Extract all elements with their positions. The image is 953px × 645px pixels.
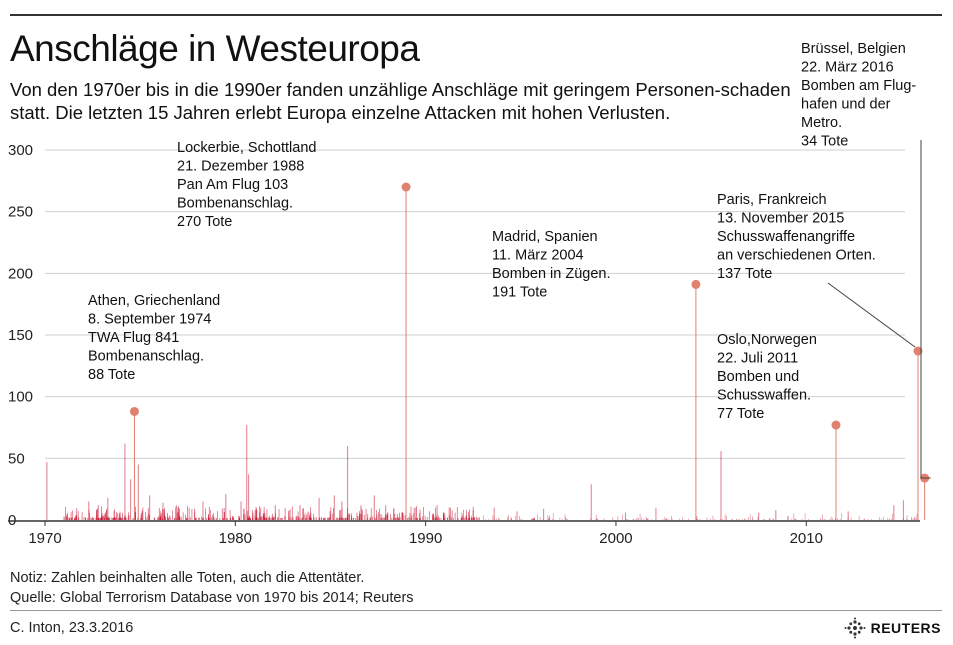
- paris-leader-line: [827, 282, 916, 348]
- x-tick-label: 1990: [409, 530, 442, 547]
- annotation-text: Oslo,Norwegen 22. Juli 2011 Bomben und Schu…: [717, 332, 817, 422]
- annotation-line: 13. November 2015: [717, 211, 844, 227]
- highlight-marker: [401, 182, 411, 192]
- annotation-line: Brüssel, Belgien: [801, 41, 906, 57]
- annotation-line: an verschiedenen Orten.: [717, 248, 876, 264]
- annotation-line: Schusswaffen.: [717, 388, 811, 404]
- annotation-text: Madrid, Spanien 11. März 2004 Bomben in Zü…: [492, 229, 611, 301]
- gridlines: [45, 149, 905, 459]
- annotation-line: Bombenanschlag.: [177, 196, 293, 212]
- footer-rule: [10, 610, 942, 611]
- x-tick-label: 1980: [219, 530, 252, 547]
- highlighted-attacks: [129, 182, 930, 520]
- x-axis: 05010015020025030019701980199020002010: [8, 142, 920, 547]
- chart-title: Anschläge in Westeuropa: [10, 28, 420, 69]
- reuters-wordmark: REUTERS: [870, 620, 941, 636]
- chart-canvas: 05010015020025030019701980199020002010 A…: [8, 41, 931, 547]
- annotations: Athen, Griechenland 8. September 1974 TWA …: [88, 41, 931, 479]
- annotation-line: Madrid, Spanien: [492, 229, 598, 245]
- y-tick-label: 100: [8, 389, 33, 406]
- annotation-line: Athen, Griechenland: [88, 293, 220, 309]
- annotation-line: Metro.: [801, 115, 842, 131]
- footer-notes: Notiz: Zahlen beinhalten alle Toten, auc…: [10, 568, 414, 608]
- top-rule: [10, 14, 942, 16]
- annotation-line: hafen und der: [801, 97, 891, 113]
- annotation-line: Schusswaffenangriffe: [717, 229, 855, 245]
- annotation-text: Lockerbie, Schottland 21. Dezember 1988 Pa…: [177, 140, 316, 230]
- annotation-line: Lockerbie, Schottland: [177, 140, 316, 156]
- annotation-line: Bomben am Flug-: [801, 78, 916, 94]
- highlight-marker: [831, 420, 841, 430]
- annotation-line: TWA Flug 841: [88, 330, 179, 346]
- annotation-line: 8. September 1974: [88, 312, 211, 328]
- y-tick-label: 150: [8, 327, 33, 344]
- annotation-line: 191 Tote: [492, 285, 547, 301]
- highlight-marker: [129, 406, 139, 416]
- y-tick-label: 50: [8, 450, 25, 467]
- y-tick-label: 250: [8, 204, 33, 221]
- chart-subtitle: Von den 1970er bis in die 1990er fanden …: [10, 79, 791, 123]
- annotation-line: 22. Juli 2011: [717, 351, 798, 367]
- y-tick-label: 200: [8, 265, 33, 282]
- bruessel-leader-line: [920, 140, 931, 479]
- annotation-text: Brüssel, Belgien 22. März 2016 Bomben am F…: [801, 41, 916, 150]
- highlight-marker: [691, 279, 701, 289]
- annotation-line: 11. März 2004: [492, 248, 584, 264]
- x-tick-label: 2010: [790, 530, 823, 547]
- annotation-line: Paris, Frankreich: [717, 192, 827, 208]
- annotation-line: 21. Dezember 1988: [177, 159, 304, 175]
- footer-note: Notiz: Zahlen beinhalten alle Toten, auc…: [10, 570, 365, 586]
- reuters-dots-icon: [844, 617, 866, 639]
- annotation-line: Pan Am Flug 103: [177, 177, 288, 193]
- annotation-line: Oslo,Norwegen: [717, 332, 817, 348]
- annotation-line: Bomben in Zügen.: [492, 266, 611, 282]
- baseline-fill: [63, 506, 919, 520]
- highlight-marker: [913, 346, 923, 356]
- annotation-line: 137 Tote: [717, 266, 772, 282]
- minor-attacks: [46, 425, 904, 520]
- reuters-logo: REUTERS: [844, 617, 941, 639]
- footer-source: Quelle: Global Terrorism Database von 19…: [10, 590, 414, 606]
- annotation-line: 22. März 2016: [801, 60, 894, 76]
- annotation-line: 270 Tote: [177, 214, 232, 230]
- x-tick-label: 1970: [28, 530, 61, 547]
- annotation-line: 34 Tote: [801, 134, 848, 150]
- x-tick-label: 2000: [599, 530, 632, 547]
- annotation-line: Bomben und: [717, 369, 799, 385]
- annotation-line: 88 Tote: [88, 367, 135, 383]
- footer-author: C. Inton, 23.3.2016: [10, 620, 134, 636]
- annotation-text: Athen, Griechenland 8. September 1974 TWA …: [88, 293, 220, 383]
- annotation-text: Paris, Frankreich 13. November 2015 Schuss…: [717, 192, 876, 282]
- y-tick-label: 300: [8, 142, 33, 159]
- annotation-line: Bombenanschlag.: [88, 349, 204, 365]
- annotation-line: 77 Tote: [717, 406, 764, 422]
